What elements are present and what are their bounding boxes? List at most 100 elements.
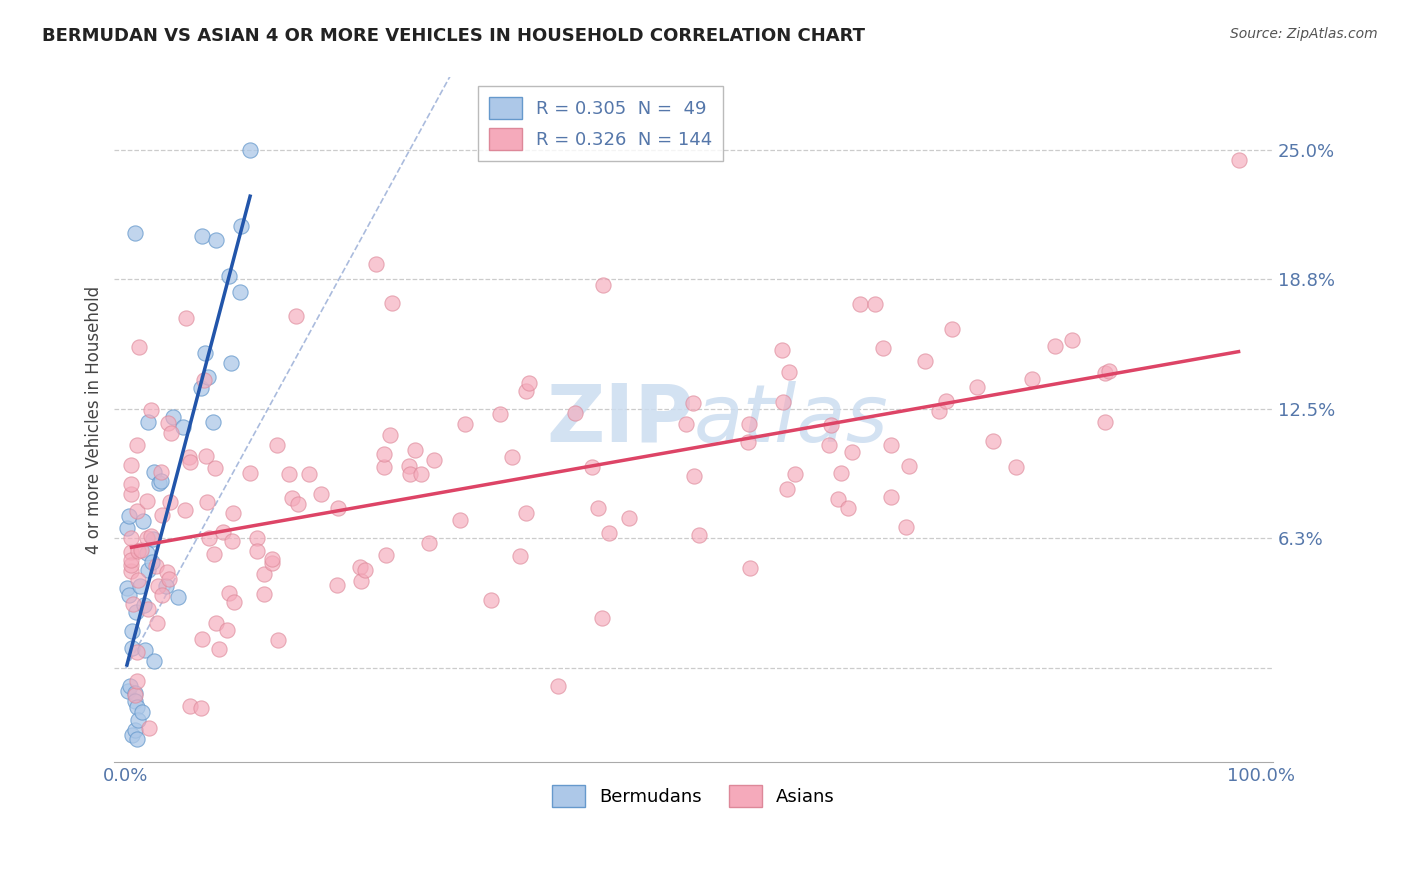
Point [983,434,1005,448]
Text: Source: ZipAtlas.com: Source: ZipAtlas.com [1230,27,1378,41]
Point [125,437,148,451]
Point [136,563,159,577]
Point [118,679,141,693]
Point [231,219,253,233]
Point [135,494,157,508]
Point [132,514,155,528]
Point [785,467,807,482]
Point [201,415,224,429]
Point [205,233,228,247]
Point [121,598,143,612]
Point [418,536,440,550]
Point [145,615,167,630]
Point [378,428,401,442]
Point [287,497,309,511]
Point [592,277,614,292]
Point [682,469,704,483]
Point [155,579,177,593]
Point [239,466,262,480]
Point [509,549,531,564]
Point [120,564,142,578]
Point [142,532,165,546]
Text: BERMUDAN VS ASIAN 4 OR MORE VEHICLES IN HOUSEHOLD CORRELATION CHART: BERMUDAN VS ASIAN 4 OR MORE VEHICLES IN … [42,27,865,45]
Point [297,467,319,481]
Point [863,297,886,311]
Point [737,434,759,449]
Point [1094,415,1116,429]
Y-axis label: 4 or more Vehicles in Household: 4 or more Vehicles in Household [86,285,103,554]
Point [837,501,859,516]
Point [398,467,420,482]
Point [517,376,540,390]
Point [591,611,613,625]
Text: atlas: atlas [693,381,889,458]
Point [898,459,921,474]
Point [547,679,569,693]
Point [143,465,166,479]
Point [776,482,799,496]
Legend: Bermudans, Asians: Bermudans, Asians [546,778,842,814]
Point [149,465,172,479]
Point [166,590,188,604]
Point [159,495,181,509]
Point [157,416,180,430]
Text: ZIP: ZIP [547,381,693,458]
Point [966,380,988,394]
Point [150,508,173,522]
Point [778,365,800,379]
Point [143,654,166,668]
Point [246,543,269,558]
Point [132,598,155,612]
Point [190,228,212,243]
Point [364,257,387,271]
Point [115,521,138,535]
Point [239,144,262,158]
Point [197,370,219,384]
Point [1098,364,1121,378]
Point [423,453,446,467]
Point [262,552,284,566]
Point [688,528,710,542]
Point [177,450,200,465]
Point [586,501,609,516]
Point [136,602,159,616]
Point [129,579,152,593]
Point [174,311,197,326]
Point [770,343,793,357]
Point [222,506,245,520]
Point [146,579,169,593]
Point [928,404,950,418]
Point [373,459,395,474]
Point [349,560,371,574]
Point [278,467,301,481]
Point [381,296,404,310]
Point [253,566,276,581]
Point [202,547,225,561]
Point [598,525,620,540]
Point [149,474,172,488]
Point [127,713,149,727]
Point [117,784,139,798]
Point [941,322,963,336]
Point [488,407,510,421]
Point [125,673,148,688]
Point [219,356,242,370]
Point [120,545,142,559]
Point [501,450,523,464]
Point [148,476,170,491]
Point [117,684,139,698]
Point [120,458,142,472]
Point [141,403,163,417]
Point [374,548,396,562]
Point [124,226,146,240]
Point [218,586,240,600]
Point [121,624,143,639]
Point [195,449,218,463]
Point [830,466,852,480]
Point [134,642,156,657]
Point [195,494,218,508]
Point [350,574,373,589]
Point [449,512,471,526]
Point [127,731,149,746]
Point [125,504,148,518]
